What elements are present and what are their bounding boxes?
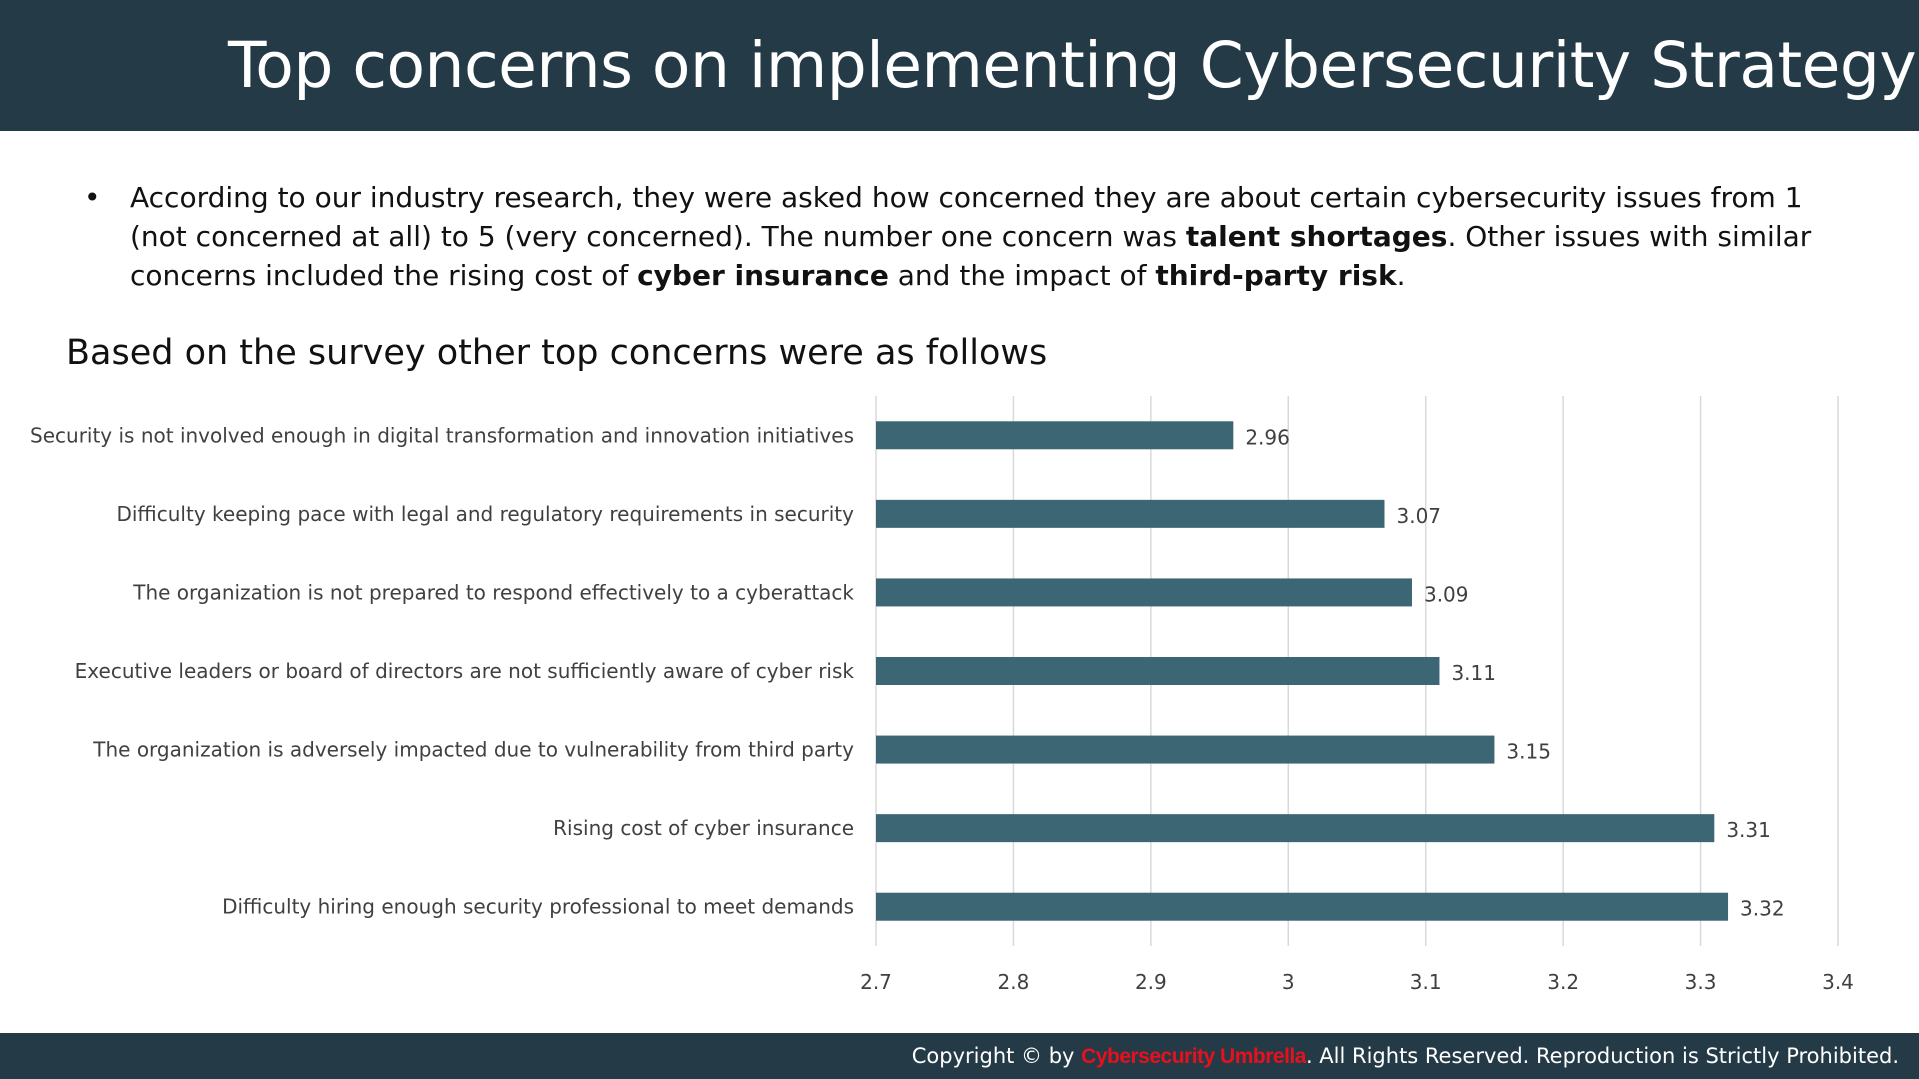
intro-bold-insurance: cyber insurance	[637, 259, 889, 292]
data-label: 3.32	[1740, 897, 1785, 921]
intro-text-part1: According to our industry research, they…	[130, 181, 1803, 253]
x-tick-label: 3.1	[1410, 970, 1442, 994]
bar	[876, 814, 1715, 843]
intro-bold-third-party: third-party risk	[1155, 259, 1397, 292]
labels: 2.7 2.8 2.9 3 3.1 3.2 3.3 3.4 Security is not in…	[30, 423, 1854, 994]
intro-bold-talent: talent shortages	[1185, 220, 1448, 253]
bar	[876, 892, 1729, 921]
footer-bar: Copyright © by Cybersecurity Umbrella. A…	[0, 1033, 1919, 1079]
data-label: 3.31	[1726, 818, 1771, 842]
brand-name: Cybersecurity Umbrella	[1081, 1045, 1306, 1068]
intro-text-part2: . Other issues with similar concerns inc…	[130, 220, 1812, 292]
header-bar: Top concerns on implementing Cybersecuri…	[0, 0, 1919, 131]
data-label: 3.09	[1424, 582, 1469, 606]
x-tick-label: 3	[1282, 970, 1295, 994]
bar	[876, 657, 1440, 685]
page-title: Top concerns on implementing Cybersecuri…	[228, 29, 1917, 102]
bars	[876, 421, 1729, 921]
data-label: 3.15	[1506, 740, 1551, 764]
intro-text-part4: .	[1396, 259, 1406, 292]
intro-text-part3: and the impact of	[888, 259, 1156, 292]
copyright-text: Copyright © by Cybersecurity Umbrella. A…	[912, 1043, 1899, 1070]
data-label: 3.11	[1451, 661, 1496, 685]
category-label: Security is not involved enough in digit…	[30, 423, 854, 447]
data-label: 3.07	[1396, 504, 1441, 528]
bullet-icon: •	[84, 181, 101, 214]
category-label: The organization is not prepared to resp…	[132, 580, 854, 604]
x-tick-label: 3.4	[1822, 970, 1854, 994]
x-tick-label: 2.8	[998, 970, 1030, 994]
chart-subheading: Based on the survey other top concerns w…	[66, 333, 1048, 373]
category-label: The organization is adversely impacted d…	[92, 738, 854, 762]
x-tick-label: 3.3	[1685, 970, 1717, 994]
bar	[876, 578, 1412, 607]
bar	[876, 499, 1385, 528]
category-label: Executive leaders or board of directors …	[75, 659, 855, 683]
category-label: Difficulty hiring enough security profes…	[222, 895, 854, 919]
bar	[876, 421, 1234, 450]
copyright-suffix: . All Rights Reserved. Reproduction is S…	[1305, 1044, 1899, 1068]
x-tick-label: 3.2	[1547, 970, 1579, 994]
bar	[876, 735, 1495, 764]
x-tick-label: 2.7	[860, 970, 892, 994]
copyright-prefix: Copyright © by	[911, 1044, 1082, 1068]
concerns-bar-chart: 2.7 2.8 2.9 3 3.1 3.2 3.3 3.4 Security is not in…	[30, 396, 1854, 994]
data-label: 2.96	[1245, 425, 1290, 449]
x-tick-label: 2.9	[1135, 970, 1167, 994]
intro-text: According to our industry research, they…	[130, 178, 1830, 295]
category-label: Difficulty keeping pace with legal and r…	[116, 502, 854, 526]
category-label: Rising cost of cyber insurance	[553, 816, 854, 840]
